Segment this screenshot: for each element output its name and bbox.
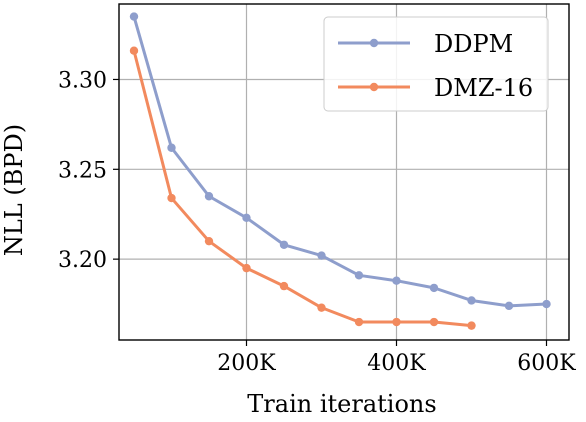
- data-point-dmz-16: [392, 317, 401, 327]
- data-point-ddpm: [467, 296, 476, 305]
- data-point-ddpm: [392, 276, 401, 285]
- data-point-dmz-16: [429, 317, 439, 327]
- data-point-ddpm: [279, 240, 289, 249]
- data-point-dmz-16: [467, 321, 476, 330]
- y-axis-label: NLL (BPD): [0, 124, 28, 256]
- data-point-dmz-16: [167, 193, 176, 203]
- data-point-dmz-16: [354, 317, 364, 327]
- data-point-ddpm: [242, 213, 251, 223]
- series-ddpm: [129, 12, 551, 311]
- legend-label-dmz16: DMZ-16: [434, 74, 533, 102]
- legend-marker-dmz16: [369, 82, 379, 92]
- legend-marker-ddpm: [369, 38, 379, 48]
- x-axis-label: Train iterations: [247, 390, 436, 418]
- series-dmz-16: [129, 46, 476, 330]
- data-point-ddpm: [429, 283, 439, 293]
- data-point-dmz-16: [129, 46, 139, 55]
- data-point-dmz-16: [242, 263, 251, 273]
- ticks: 200K 400K 600K 3.20 3.25 3.30: [58, 68, 576, 376]
- series-layer: [129, 12, 551, 330]
- data-point-dmz-16: [204, 236, 214, 246]
- data-point-ddpm: [354, 271, 364, 280]
- data-point-ddpm: [317, 251, 326, 260]
- data-point-ddpm: [504, 301, 514, 311]
- series-line-dmz-16: [132, 49, 473, 328]
- data-point-dmz-16: [279, 281, 289, 291]
- y-tick-label: 3.20: [58, 248, 107, 273]
- data-point-dmz-16: [317, 303, 326, 312]
- legend-label-ddpm: DDPM: [434, 30, 513, 58]
- y-tick-label: 3.25: [58, 158, 107, 183]
- data-point-ddpm: [129, 12, 139, 21]
- x-tick-label: 200K: [217, 351, 276, 376]
- data-point-ddpm: [542, 299, 551, 309]
- legend: DDPM DMZ-16: [323, 16, 549, 112]
- x-tick-label: 600K: [517, 351, 576, 376]
- data-point-ddpm: [167, 143, 176, 152]
- x-tick-label: 400K: [367, 351, 426, 376]
- plot-frame: [118, 3, 570, 341]
- y-tick-label: 3.30: [58, 68, 107, 93]
- data-point-ddpm: [204, 192, 214, 201]
- series-line-ddpm: [132, 15, 548, 308]
